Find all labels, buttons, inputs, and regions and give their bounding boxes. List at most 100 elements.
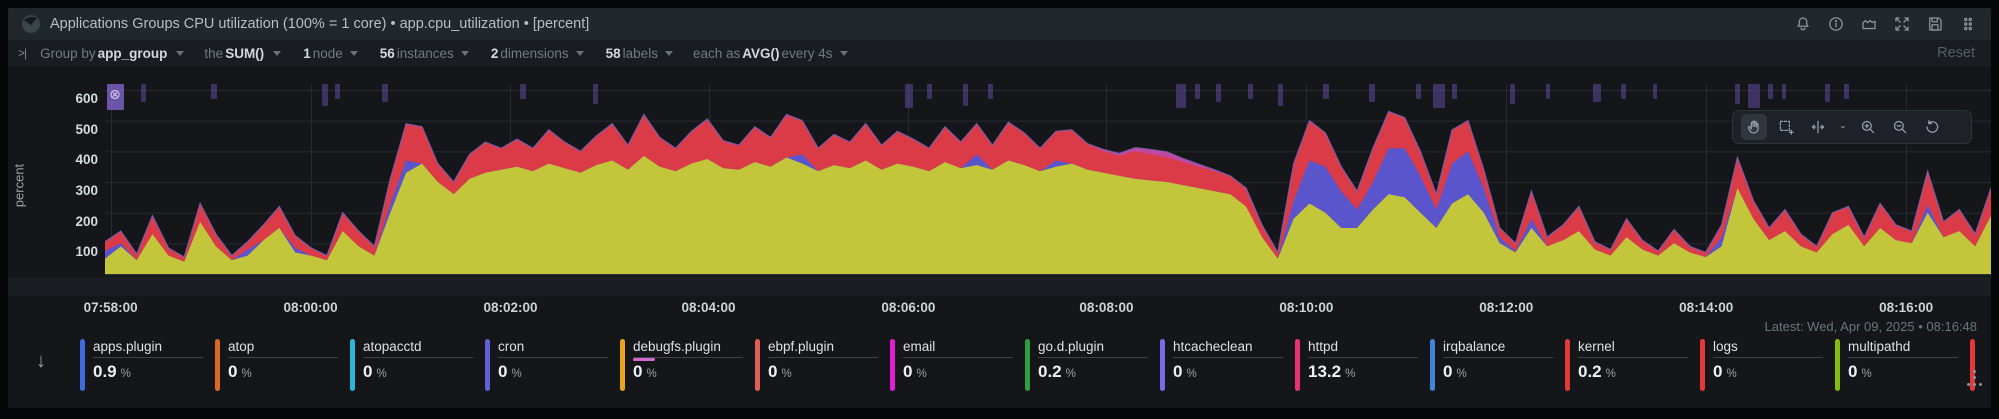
anomaly-bar[interactable] xyxy=(382,84,389,102)
info-icon[interactable] xyxy=(1827,15,1845,33)
filter-nodes[interactable]: 1 node xyxy=(301,46,358,61)
anomaly-bar[interactable] xyxy=(1825,84,1831,102)
reset-button[interactable]: Reset xyxy=(1937,45,1975,61)
y-tick-label: 600 xyxy=(75,91,98,106)
save-icon[interactable] xyxy=(1926,15,1944,33)
collapse-panel-icon[interactable]: >| xyxy=(18,46,27,60)
anomaly-bar[interactable] xyxy=(1653,84,1658,99)
legend-item-go.d.plugin[interactable]: go.d.plugin 0.2% xyxy=(1025,338,1160,394)
anomaly-bar[interactable] xyxy=(1278,84,1284,106)
filter-time-aggregate[interactable]: each as AVG() every 4s xyxy=(693,46,848,61)
reset-zoom-icon[interactable] xyxy=(1919,114,1945,140)
x-tick-label: 08:14:00 xyxy=(1679,300,1734,315)
legend-item-kernel[interactable]: kernel 0.2% xyxy=(1565,338,1700,394)
legend-item-unit: % xyxy=(241,368,252,380)
anomaly-bar[interactable] xyxy=(927,84,933,99)
anomaly-bar[interactable] xyxy=(1451,84,1457,99)
anomaly-bar[interactable] xyxy=(904,84,913,108)
anomaly-bar[interactable] xyxy=(1768,84,1774,99)
alerts-bell-icon[interactable] xyxy=(1794,15,1812,33)
chart-type-icon[interactable] xyxy=(1860,15,1878,33)
legend-item-httpd[interactable]: httpd 13.2% xyxy=(1295,338,1430,394)
legend-item-partial[interactable] xyxy=(1970,338,1985,394)
legend-item-body: httpd 13.2% xyxy=(1300,338,1430,394)
anomaly-bar[interactable] xyxy=(1176,84,1187,108)
legend-item-divider xyxy=(1578,357,1688,358)
filter-instances-label: instances xyxy=(396,45,454,61)
anomaly-bar[interactable] xyxy=(1545,84,1550,99)
anomaly-bar[interactable] xyxy=(1368,84,1375,102)
legend-item-logs[interactable]: logs 0% xyxy=(1700,338,1835,394)
anomaly-bar[interactable] xyxy=(1432,84,1445,108)
anomaly-bar[interactable] xyxy=(1734,84,1740,104)
anomaly-bar[interactable] xyxy=(1195,84,1201,99)
filter-group-by[interactable]: Group by app_group xyxy=(40,46,185,61)
legend-item-ebpf.plugin[interactable]: ebpf.plugin 0% xyxy=(755,338,890,394)
zoom-out-icon[interactable] xyxy=(1887,114,1913,140)
legend-color-bar xyxy=(1025,339,1030,391)
anomaly-bar[interactable] xyxy=(987,84,993,99)
legend-item-divider xyxy=(903,357,1013,358)
zoom-in-icon[interactable] xyxy=(1855,114,1881,140)
anomaly-bar[interactable] xyxy=(335,84,341,99)
legend-item-multipathd[interactable]: multipathd 0% xyxy=(1835,338,1970,394)
anomaly-bar[interactable] xyxy=(106,84,124,110)
filter-time-aggregate-label: every 4s xyxy=(781,45,833,61)
plot-area[interactable] xyxy=(105,74,1991,277)
resize-grip-dots[interactable] xyxy=(1967,370,1983,392)
legend-item-name: ebpf.plugin xyxy=(768,339,835,354)
anomaly-bar[interactable] xyxy=(1843,84,1849,99)
anomaly-bar[interactable] xyxy=(1510,84,1516,104)
legend-item-divider xyxy=(1443,357,1553,358)
anomaly-bar[interactable] xyxy=(1593,84,1602,102)
legend-item-email[interactable]: email 0% xyxy=(890,338,1025,394)
legend-item-cron[interactable]: cron 0% xyxy=(485,338,620,394)
filter-aggregate[interactable]: the SUM() xyxy=(204,46,282,61)
anomaly-bar[interactable] xyxy=(593,84,599,104)
anomaly-bar[interactable] xyxy=(963,84,969,106)
sort-arrow-icon[interactable]: ↓ xyxy=(36,350,46,372)
horizontal-zoom-icon[interactable] xyxy=(1805,114,1831,140)
y-tick-label: 100 xyxy=(75,244,98,260)
anomaly-bar[interactable] xyxy=(140,84,146,102)
legend-color-bar xyxy=(1430,339,1435,391)
anomaly-bar[interactable] xyxy=(1247,84,1253,99)
anomaly-bar[interactable] xyxy=(1323,84,1330,99)
fullscreen-icon[interactable] xyxy=(1893,15,1911,33)
anomaly-bar[interactable] xyxy=(1781,84,1786,99)
legend-color-bar xyxy=(1700,339,1705,391)
legend-item-irqbalance[interactable]: irqbalance 0% xyxy=(1430,338,1565,394)
legend-item-htcacheclean[interactable]: htcacheclean 0% xyxy=(1160,338,1295,394)
x-tick-label: 08:16:00 xyxy=(1879,300,1934,315)
filter-dimensions[interactable]: 2 dimensions xyxy=(489,46,584,61)
legend-item-body: atopacctd 0% xyxy=(355,338,485,394)
anomaly-bar[interactable] xyxy=(519,84,526,99)
series-yellow-area xyxy=(105,155,1991,274)
anomaly-bar[interactable] xyxy=(1415,84,1421,99)
anomaly-bar[interactable] xyxy=(210,84,217,99)
pan-icon[interactable] xyxy=(1741,114,1767,140)
legend-item-name: email xyxy=(903,339,936,354)
filter-instances[interactable]: 56 instances xyxy=(378,46,469,61)
chevron-down-icon xyxy=(349,50,358,56)
legend-color-bar xyxy=(1970,339,1975,391)
x-tick-label: 07:58:00 xyxy=(83,300,138,315)
legend-item-divider xyxy=(1173,357,1283,358)
legend-item-apps.plugin[interactable]: apps.plugin 0.9% xyxy=(80,338,215,394)
legend-item-atop[interactable]: atop 0% xyxy=(215,338,350,394)
filter-labels[interactable]: 58 labels xyxy=(604,46,673,61)
anomaly-bar[interactable] xyxy=(1215,84,1221,102)
legend-item-debugfs.plugin[interactable]: debugfs.plugin 0% xyxy=(620,338,755,394)
legend-item-unit: % xyxy=(120,368,131,380)
drag-handle-icon[interactable] xyxy=(1959,15,1977,33)
filter-labels-label: 58 xyxy=(605,45,621,61)
anomaly-bar[interactable] xyxy=(321,84,328,106)
anomaly-bar[interactable] xyxy=(1747,84,1760,108)
legend-item-atopacctd[interactable]: atopacctd 0% xyxy=(350,338,485,394)
caret-down-icon[interactable] xyxy=(1837,114,1849,140)
legend-item-body: apps.plugin 0.9% xyxy=(85,338,215,394)
anomaly-bar[interactable] xyxy=(1621,84,1627,99)
select-area-icon[interactable] xyxy=(1773,114,1799,140)
x-tick-label: 08:06:00 xyxy=(881,300,936,315)
filter-time-aggregate-label: AVG() xyxy=(742,45,780,61)
